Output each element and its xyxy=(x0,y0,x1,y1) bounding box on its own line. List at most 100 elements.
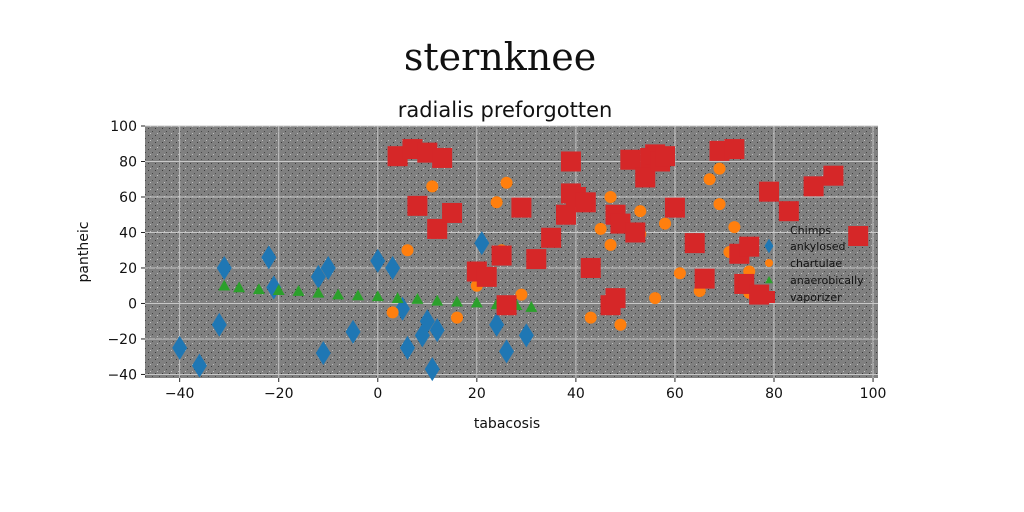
data-point-vaporizer xyxy=(427,218,448,239)
data-point-vaporizer xyxy=(848,226,869,247)
data-point-vaporizer xyxy=(778,201,799,222)
data-point-vaporizer xyxy=(739,236,760,257)
data-point-ankylosed xyxy=(370,248,386,273)
x-tick-label: 80 xyxy=(765,386,783,402)
legend-entry-vaporizer: vaporizer xyxy=(790,291,842,304)
legend: Chimps ankylosed chartulae anaerobically va… xyxy=(763,224,864,304)
data-point-ankylosed xyxy=(261,245,277,270)
data-point-anaerobically xyxy=(233,281,246,293)
data-point-anaerobically xyxy=(391,292,404,303)
legend-entry-ankylosed: ankylosed xyxy=(790,240,845,253)
x-tick-label: 100 xyxy=(860,386,887,402)
data-point-ankylosed xyxy=(310,264,326,289)
data-point-vaporizer xyxy=(496,295,517,316)
data-point-anaerobically xyxy=(431,294,444,306)
x-tick-label: 40 xyxy=(567,386,585,402)
data-point-ankylosed xyxy=(216,255,232,280)
data-point-vaporizer xyxy=(560,151,581,172)
data-point-anaerobically xyxy=(312,286,325,298)
data-point-chartulae xyxy=(604,238,617,251)
legend-marker-ankylosed xyxy=(764,238,774,254)
data-point-anaerobically xyxy=(451,295,464,307)
data-point-vaporizer xyxy=(724,139,745,160)
data-series xyxy=(172,139,869,382)
legend-marker-chartulae xyxy=(765,259,773,267)
legend-title: Chimps xyxy=(790,224,831,237)
data-point-vaporizer xyxy=(620,149,641,170)
data-point-chartulae xyxy=(634,205,647,218)
chart-title: radialis preforgotten xyxy=(398,98,613,122)
data-point-chartulae xyxy=(515,288,528,301)
y-tick-label: −40 xyxy=(107,367,137,383)
data-point-ankylosed xyxy=(191,353,207,378)
data-point-vaporizer xyxy=(541,227,562,248)
data-point-anaerobically xyxy=(371,290,384,302)
data-point-ankylosed xyxy=(172,335,188,360)
data-point-ankylosed xyxy=(474,231,490,256)
y-tick-label: 80 xyxy=(119,154,137,170)
data-point-vaporizer xyxy=(694,268,715,289)
data-point-vaporizer xyxy=(575,192,596,213)
data-point-ankylosed xyxy=(489,312,505,337)
figure-suptitle: sternknee xyxy=(404,35,596,79)
y-axis-ticks: −40 −20 0 20 40 60 80 100 xyxy=(107,119,145,383)
data-point-vaporizer xyxy=(580,257,601,278)
data-point-anaerobically xyxy=(411,293,424,304)
series-ankylosed xyxy=(172,231,534,382)
legend-entry-anaerobically: anaerobically xyxy=(790,274,864,287)
y-tick-label: 40 xyxy=(119,225,137,241)
y-tick-label: 20 xyxy=(119,261,137,277)
data-point-ankylosed xyxy=(419,309,435,334)
x-axis-ticks: −40 −20 0 20 40 60 80 100 xyxy=(165,378,887,402)
data-point-chartulae xyxy=(594,222,607,235)
data-point-anaerobically xyxy=(470,296,483,308)
data-point-chartulae xyxy=(426,180,439,193)
legend-marker-anaerobically xyxy=(765,276,773,284)
data-point-anaerobically xyxy=(252,283,265,295)
data-point-chartulae xyxy=(649,292,662,305)
data-point-chartulae xyxy=(584,311,597,324)
x-tick-label: 0 xyxy=(373,386,382,402)
data-point-vaporizer xyxy=(625,222,646,243)
y-tick-label: −20 xyxy=(107,332,137,348)
y-axis-label: pantheic xyxy=(76,222,92,283)
data-point-ankylosed xyxy=(429,318,445,343)
data-point-chartulae xyxy=(614,318,627,331)
x-tick-label: 60 xyxy=(666,386,684,402)
data-point-vaporizer xyxy=(664,197,685,218)
series-vaporizer xyxy=(387,139,869,316)
data-point-vaporizer xyxy=(684,233,705,254)
data-point-anaerobically xyxy=(332,288,345,300)
data-point-vaporizer xyxy=(635,167,656,188)
data-point-ankylosed xyxy=(211,312,227,337)
x-tick-label: −40 xyxy=(165,386,195,402)
data-point-vaporizer xyxy=(803,176,824,197)
data-point-vaporizer xyxy=(823,165,844,186)
y-tick-label: 100 xyxy=(110,119,137,135)
data-point-vaporizer xyxy=(491,245,512,266)
data-point-chartulae xyxy=(703,173,716,186)
data-point-vaporizer xyxy=(442,202,463,223)
y-tick-label: 0 xyxy=(128,296,137,312)
data-point-chartulae xyxy=(713,198,726,211)
data-point-vaporizer xyxy=(511,197,532,218)
data-point-vaporizer xyxy=(605,288,626,309)
data-point-vaporizer xyxy=(526,249,547,270)
data-point-chartulae xyxy=(490,196,503,209)
x-tick-label: 20 xyxy=(468,386,486,402)
data-point-anaerobically xyxy=(351,289,364,301)
data-point-ankylosed xyxy=(315,341,331,366)
data-point-vaporizer xyxy=(432,147,453,168)
data-point-ankylosed xyxy=(399,335,415,360)
x-axis-label: tabacosis xyxy=(474,416,540,432)
data-point-chartulae xyxy=(659,217,672,230)
data-point-chartulae xyxy=(386,306,399,319)
legend-marker-vaporizer xyxy=(763,291,775,303)
data-point-vaporizer xyxy=(555,204,576,225)
data-point-chartulae xyxy=(401,244,414,257)
data-point-chartulae xyxy=(604,190,617,203)
data-point-vaporizer xyxy=(759,181,780,202)
x-tick-label: −20 xyxy=(264,386,294,402)
legend-entry-chartulae: chartulae xyxy=(790,257,842,270)
